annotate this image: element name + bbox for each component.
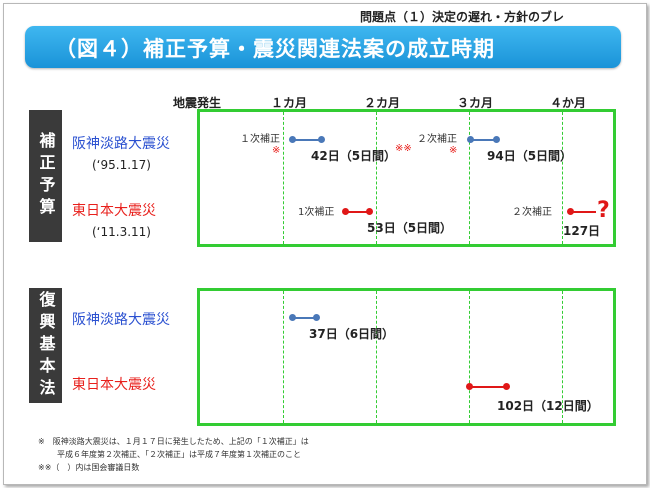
budget-tohoku-date: (‘11.3.11) — [92, 225, 151, 239]
budget-h2-days: 94日（5日間） — [487, 149, 573, 163]
timeline-label-quake: 地震発生 — [173, 96, 222, 110]
timeline-label-3m: ３カ月 — [457, 96, 494, 110]
budget-hanshin-date: (‘95.1.17) — [92, 158, 151, 172]
recovery-h-start-dot — [289, 314, 296, 321]
budget-t2-question-mark: ? — [597, 198, 610, 223]
timeline-label-1m: １カ月 — [271, 96, 308, 110]
budget-t2-start-dot — [567, 208, 574, 215]
budget-h1-end-dot — [318, 136, 325, 143]
budget-t1-days: 53日（5日間） — [367, 221, 453, 235]
budget-t2-bar — [570, 211, 596, 213]
budget-panel-title: 補正予算 — [36, 132, 56, 220]
footnote-line-3: ※※（ ）内は国会審議日数 — [38, 463, 140, 472]
budget-h2-bar — [470, 139, 496, 141]
budget-h1-days: 42日（5日間） — [311, 149, 397, 163]
recovery-gridline-2m — [376, 291, 377, 423]
recovery-t-days: 102日（12日間） — [497, 399, 599, 413]
recovery-gridline-1m — [283, 291, 284, 423]
recovery-h-days: 37日（6日間） — [309, 327, 395, 341]
budget-h2-note: ※ — [449, 145, 458, 156]
recovery-h-bar — [292, 317, 316, 319]
recovery-tohoku-name: 東日本大震災 — [72, 377, 156, 393]
budget-tohoku-name: 東日本大震災 — [72, 203, 156, 219]
recovery-panel-sidebar: 復興基本法 — [29, 288, 62, 403]
recovery-gridline-4m — [562, 291, 563, 423]
recovery-timeline-box — [197, 288, 616, 426]
budget-t1-label: 1次補正 — [298, 207, 335, 218]
timeline-label-4m: ４か月 — [550, 96, 587, 110]
recovery-t-bar — [469, 386, 506, 388]
budget-hanshin-name: 阪神淡路大震災 — [72, 136, 170, 152]
budget-t1-bar — [345, 211, 369, 213]
budget-h2-end-dot — [493, 136, 500, 143]
budget-t1-start-dot — [342, 208, 349, 215]
budget-h1-start-dot — [289, 136, 296, 143]
footnote-line-2: 平成６年度第２次補正、「２次補正」は平成７年度第１次補正のこと — [57, 450, 301, 459]
budget-t2-days: 127日 — [563, 224, 601, 238]
budget-h1-label: １次補正 — [240, 134, 280, 145]
budget-timeline-box — [197, 109, 616, 247]
slide-subtitle: 問題点（１）決定の遅れ・方針のブレ — [360, 10, 565, 24]
budget-midnote: ※※ — [395, 143, 412, 154]
recovery-t-start-dot — [466, 383, 473, 390]
budget-gridline-3m — [469, 112, 470, 244]
recovery-t-end-dot — [503, 383, 510, 390]
budget-h1-bar — [292, 139, 321, 141]
recovery-gridline-3m — [469, 291, 470, 423]
recovery-panel-title: 復興基本法 — [36, 290, 56, 401]
recovery-h-end-dot — [313, 314, 320, 321]
title-banner — [25, 26, 621, 68]
budget-gridline-1m — [283, 112, 284, 244]
budget-h2-label: ２次補正 — [417, 134, 457, 145]
budget-gridline-4m — [562, 112, 563, 244]
budget-panel-sidebar: 補正予算 — [29, 110, 62, 242]
timeline-label-2m: ２カ月 — [364, 96, 401, 110]
budget-t1-end-dot — [366, 208, 373, 215]
recovery-hanshin-name: 阪神淡路大震災 — [72, 312, 170, 328]
budget-h2-start-dot — [467, 136, 474, 143]
budget-h1-note: ※ — [272, 145, 281, 156]
footnote-line-1: ※ 阪神淡路大震災は、１月１７日に発生したため、上記の「１次補正」は — [38, 437, 309, 446]
budget-gridline-2m — [376, 112, 377, 244]
slide-title: （図４）補正予算・震災関連法案の成立時期 — [55, 37, 495, 61]
budget-t2-label: ２次補正 — [512, 207, 552, 218]
